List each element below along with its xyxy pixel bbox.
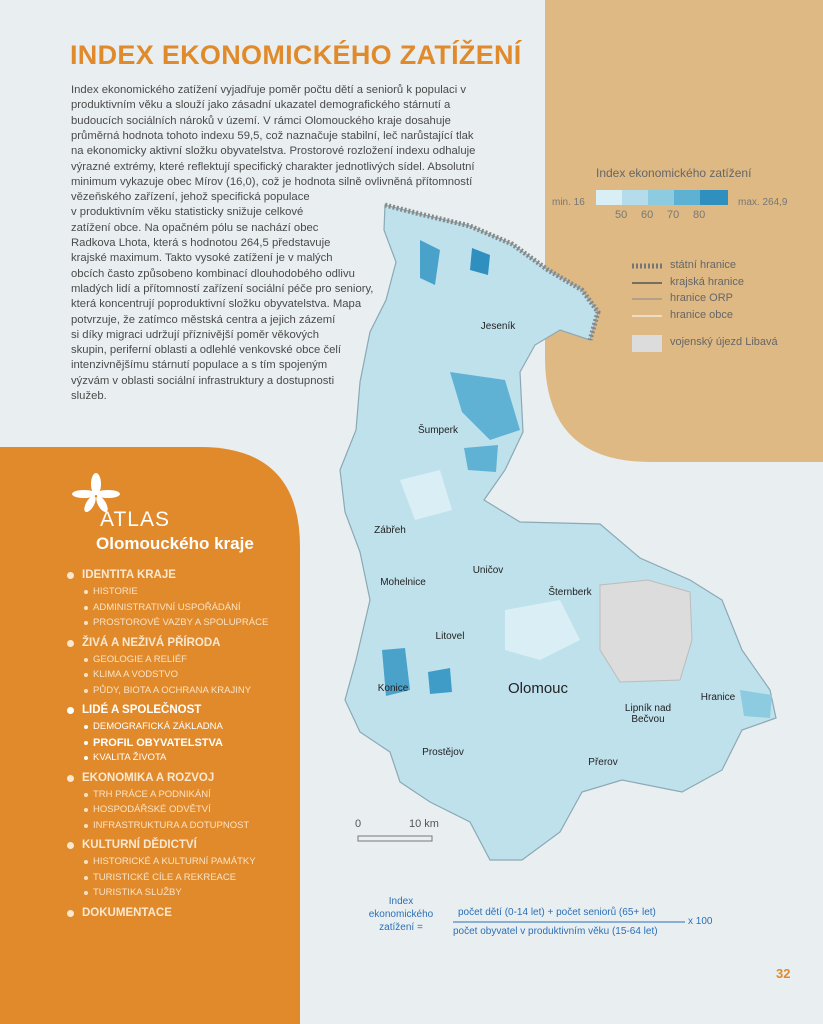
menu-item[interactable]: INFRASTRUKTURA A DOTUPNOST [83,819,250,831]
intro-line: produktivním věku a slouží jako zásadní … [71,99,451,112]
intro-line: budoucích sociálních nároků v území. V r… [71,114,451,127]
place-label: Jeseník [480,321,516,332]
legend-line-label: krajská hranice [670,275,744,288]
page-title: INDEX EKONOMICKÉHO ZATÍŽENÍ [70,40,522,70]
place-label: Přerov [588,757,618,768]
menu-section[interactable]: LIDÉ A SPOLEČNOST [66,704,202,716]
place-label: Mohelnice [380,577,426,588]
menu-section[interactable]: IDENTITA KRAJE [67,569,176,581]
menu-item[interactable]: TURISTICKÉ CÍLE A REKREACE [83,871,237,883]
scale-end: 10 km [409,818,439,830]
place-label: Konice [377,683,409,694]
intro-line: výrazné extrémy, které reflektují specif… [71,160,475,173]
menu-item[interactable]: KLIMA A VODSTVO [83,669,179,680]
legend-line-label: hranice obce [670,309,733,322]
intro-line: skupin, periferní oblasti a odlehlé venk… [71,344,342,357]
place-label: Zábřeh [374,525,406,536]
sidebar-panel [0,447,300,1024]
menu-item[interactable]: PROSTOROVÉ VAZBY A SPOLUPRÁCE [83,617,269,628]
legend-break: 70 [667,209,680,221]
legend-max: max. 264,9 [738,197,788,208]
menu-item[interactable]: PROFIL OBYVATELSTVA [84,736,223,749]
scale-bar [357,835,433,842]
menu-section[interactable]: ŽIVÁ A NEŽIVÁ PŘÍRODA [66,636,221,649]
place-label: Hranice [700,692,736,703]
municipality [470,248,490,275]
state-border [384,202,601,341]
brand: ATLAS [100,508,170,531]
menu-item[interactable]: KVALITA ŽIVOTA [83,752,167,763]
menu-item[interactable]: TURISTIKA SLUŽBY [84,887,182,898]
menu-item[interactable]: TRH PRÁCE A PODNIKÁNÍ [84,788,211,800]
formula-numerator: počet dětí (0-14 let) + počet seniorů (6… [458,907,656,918]
menu-section[interactable]: KULTURNÍ DĚDICTVÍ [67,839,197,851]
municipality [464,445,498,472]
legend-area: vojenský újezd Libavá [670,336,778,348]
place-label: Šternberk [548,587,592,598]
place-label: Uničov [472,565,504,576]
intro-line: výzvám v oblasti sociální infrastruktury… [71,374,335,387]
map [339,202,777,861]
formula-denominator: počet obyvatel v produktivním věku (15-6… [453,926,658,937]
legend-break: 80 [693,209,706,221]
military-area [599,579,693,683]
intro-line: intenzivnějšímu stárnutí populace a s tí… [71,359,328,372]
place-label: Lipník nad Bečvou [624,703,672,725]
intro-line: na ekonomicky aktivní složku obyvatelstv… [71,145,476,158]
intro-line: vězeňského zařízení, jehož specifická po… [71,191,310,204]
corner-panel [545,0,823,462]
logo [72,473,120,513]
menu-item[interactable]: DEMOGRAFICKÁ ZÁKLADNA [84,721,223,732]
legend-title: Index ekonomického zatížení [596,166,752,180]
municipality [450,372,520,440]
page-number: 32 [776,966,791,981]
legend-line-label: státní hranice [670,259,737,271]
formula-left: Index ekonomického zatížení = [368,896,434,933]
intro-line: v produktivním věku statisticky snižuje … [71,206,304,219]
municipality [400,470,452,520]
municipality [740,690,772,718]
scale-start: 0 [354,818,362,830]
menu-item[interactable]: HISTORIE [84,586,138,597]
legend-swatches [596,190,728,352]
municipality [420,240,440,285]
intro-line: průměrná hodnota tohoto indexu 59,5, což… [71,129,474,142]
intro-line: minimum vykazuje obec Mírov (16,0), což … [71,175,473,188]
menu-item[interactable]: HISTORICKÉ A KULTURNÍ PAMÁTKY [84,856,256,867]
menu-item[interactable]: ADMINISTRATIVNÍ USPOŘÁDÁNÍ [84,601,241,613]
intro-line: potvrzuje, že zatímco městská centra a j… [71,313,336,326]
intro-line: krajské maximum. Takto vysoké zatížení j… [71,252,333,265]
region-outline [339,204,777,861]
intro-line: obcích často způsobeno kombinací dlouhod… [71,267,355,280]
legend-break: 50 [615,209,628,221]
legend-line-label: hranice ORP [670,292,733,305]
menu-item[interactable]: HOSPODÁŘSKÉ ODVĚTVÍ [84,804,211,815]
intro-line: zatížení obce. Na opačném pólu se nacház… [71,221,319,234]
menu-item[interactable]: PŮDY, BIOTA A OCHRANA KRAJINY [83,684,252,696]
menu-item[interactable]: GEOLOGIE A RELIÉF [84,653,187,665]
brand-subtitle: Olomouckého kraje [96,534,254,553]
legend-min: min. 16 [552,197,585,208]
menu-section[interactable]: EKONOMIKA A ROZVOJ [66,771,215,784]
municipality [428,668,452,694]
menu-section[interactable]: DOKUMENTACE [67,906,172,919]
municipality [505,600,580,660]
place-label: Prostějov [422,747,464,758]
intro-line: Index ekonomického zatížení vyjadřuje po… [71,84,466,96]
formula-factor: x 100 [688,916,713,927]
intro-line: mladých lidí a přítomností zařízení soci… [71,282,374,295]
place-label: Olomouc [507,680,569,697]
legend-break: 60 [641,209,654,221]
intro-line: Radkova Lhota, která s hodnotou 264,5 př… [71,237,331,249]
place-label: Šumperk [417,425,459,436]
place-label: Litovel [435,631,465,642]
intro-line: si díky migraci udržují příznivější pomě… [71,328,319,341]
intro-line: služeb. [71,390,107,402]
intro-line: která koncentrují poproduktivní složku o… [71,298,362,311]
municipality [382,648,410,696]
